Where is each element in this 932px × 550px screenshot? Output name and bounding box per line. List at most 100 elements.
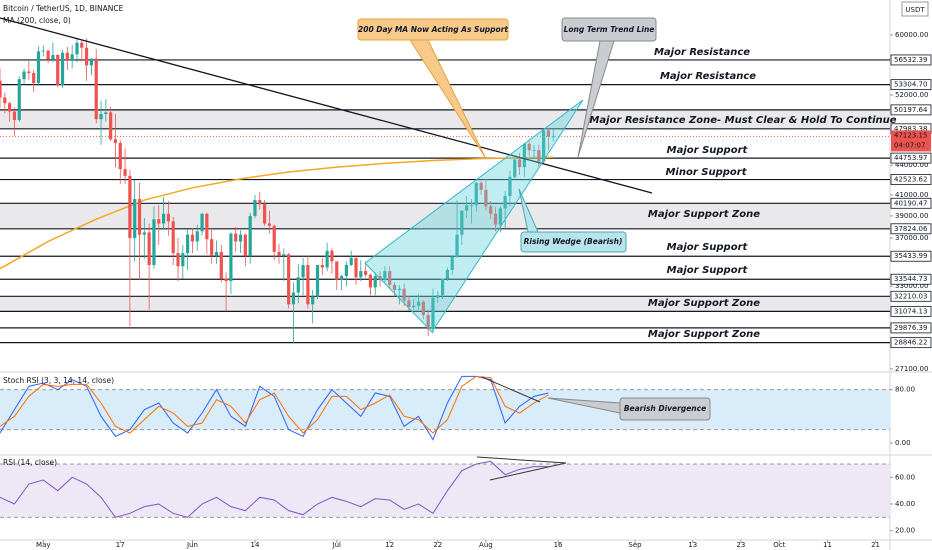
candle-body [181, 253, 185, 267]
candle-body [368, 274, 373, 288]
currency-box [901, 1, 929, 17]
candle-body [551, 136, 555, 138]
x-tick-label: 22 [433, 541, 442, 549]
level-label-box [890, 104, 932, 116]
candle-body [36, 51, 41, 84]
candle-body [397, 288, 401, 290]
x-tick-label: 13 [688, 541, 697, 549]
x-tick-label: 23 [736, 541, 745, 549]
candle-body [320, 265, 324, 268]
stoch-title: Stoch RSI (3, 3, 14, 14, close) [3, 376, 114, 385]
candle-body [41, 50, 45, 52]
candle-body [513, 159, 517, 177]
candle-body [426, 315, 430, 329]
candle-body [60, 52, 65, 86]
level-label-box [890, 337, 932, 349]
annotation: Major Support [667, 145, 749, 156]
candle-body [527, 143, 531, 151]
candle-body [238, 234, 243, 242]
candle-body [200, 213, 204, 232]
candle-body [89, 58, 94, 66]
currency: USDT [905, 6, 925, 14]
candle-body [339, 276, 344, 280]
band-fill [0, 464, 890, 518]
level-label-box [890, 290, 932, 302]
candle-body [402, 288, 406, 301]
level-label: 56532.39 [894, 56, 927, 64]
level-label: 31074.13 [894, 307, 927, 315]
candle-body [147, 232, 151, 266]
candle-body [123, 169, 127, 176]
callout-text: Long Term Trend Line [564, 25, 655, 34]
y-tick-label: 37000.00 [895, 234, 928, 242]
x-tick-label: Oct [773, 541, 785, 549]
candle-body [421, 301, 425, 316]
candle-body [142, 232, 146, 235]
candle-body [118, 142, 122, 170]
candle-body [133, 199, 137, 239]
candle-body [532, 150, 536, 152]
level-label-box [890, 54, 932, 66]
x-tick-label: 21 [871, 541, 880, 549]
level-label-box [890, 79, 932, 91]
candle-body [27, 71, 31, 74]
candle-body [104, 112, 108, 115]
callout-box [520, 231, 627, 253]
candle-body [498, 208, 502, 225]
candle-body [75, 42, 79, 55]
level-label-box [890, 273, 932, 285]
callout-text: Rising Wedge (Bearish) [524, 237, 623, 246]
candle-body [243, 234, 247, 256]
candle-body [161, 213, 166, 224]
annotation: Minor Support [665, 167, 747, 178]
candle-body [32, 73, 36, 84]
candle-body [171, 221, 175, 254]
moving-average [0, 156, 554, 270]
trend-line [0, 17, 653, 194]
candle-body [157, 219, 161, 224]
rising-wedge [364, 99, 584, 333]
candle-body [8, 103, 12, 112]
candle-body [542, 130, 546, 162]
annotation: Major Support Zone [648, 209, 760, 220]
candle-body [469, 205, 474, 207]
candle-body [94, 58, 98, 120]
callout-box [357, 18, 509, 41]
candle-body [373, 276, 377, 288]
candle-body [436, 295, 440, 298]
y-tick-label: 41000.00 [895, 191, 928, 199]
candle-body [306, 265, 310, 305]
level-label-box [890, 223, 932, 235]
candle-body [503, 195, 507, 209]
x-tick-label: Jul [332, 541, 342, 549]
candle-body [330, 250, 334, 262]
y-tick-label: 44000.00 [895, 161, 928, 169]
candle-body [354, 257, 358, 278]
zone [0, 296, 890, 312]
candle-body [51, 55, 55, 60]
level-label: 29876.39 [894, 324, 927, 332]
candle-body [3, 97, 7, 104]
x-tick-label: 14 [251, 541, 260, 549]
y-tick-label: 60000.00 [895, 31, 928, 39]
candle-body [84, 47, 89, 66]
candle-body [234, 233, 238, 242]
level-label: 32210.03 [894, 292, 927, 300]
candle-body [12, 111, 17, 121]
callout-text: Bearish Divergence [624, 404, 706, 413]
candle-body [282, 254, 286, 256]
candle-body [267, 223, 272, 226]
candle-body [248, 215, 252, 256]
x-tick-label: 11 [823, 541, 832, 549]
candle-body [392, 284, 397, 290]
candle-body [152, 219, 156, 266]
divergence-line [476, 456, 567, 464]
candle-body [113, 139, 118, 143]
y-tick-label: 33000.00 [895, 282, 928, 290]
level-label-box [890, 152, 932, 164]
last-price-box [891, 130, 931, 152]
candle-body [388, 271, 392, 285]
candle-body [301, 265, 305, 278]
candle-body [416, 301, 421, 306]
